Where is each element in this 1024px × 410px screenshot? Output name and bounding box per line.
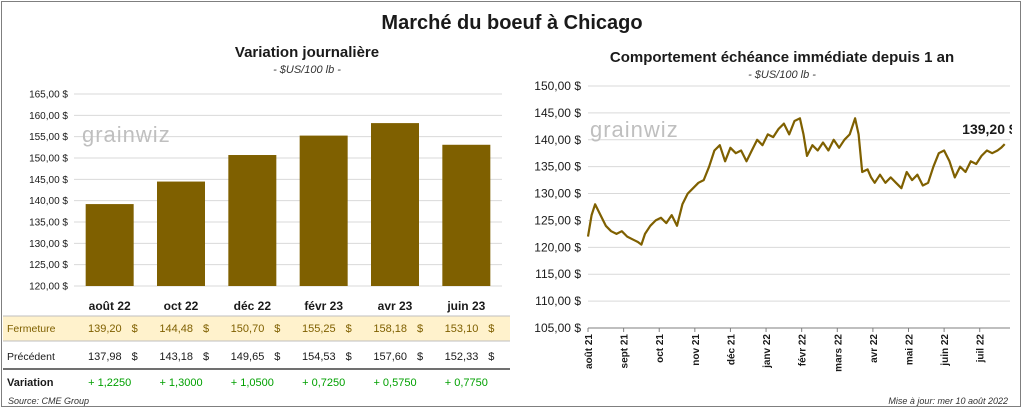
line-x-tick-label: janv 22: [762, 334, 773, 369]
variation-value: + 0,7750: [445, 377, 488, 389]
bar-y-tick-label: 125,00 $: [29, 260, 68, 271]
bar-x-tick-label: déc 22: [234, 299, 272, 313]
bar: [228, 155, 277, 286]
table-unit: $: [346, 351, 352, 363]
bar-x-tick-label: juin 23: [446, 299, 485, 313]
line-y-tick-label: 115,00 $: [535, 267, 581, 281]
bar: [157, 181, 205, 286]
bar: [299, 135, 348, 286]
line-y-tick-label: 145,00 $: [534, 106, 581, 120]
table-unit: $: [488, 351, 494, 363]
table-value: 150,70: [231, 323, 265, 335]
bar: [442, 144, 491, 286]
table-value: 153,10: [445, 323, 479, 335]
bar-chart-title: Variation journalière: [234, 44, 380, 61]
closing-row-band: [3, 316, 510, 341]
main-title: Marché du boeuf à Chicago: [381, 12, 643, 34]
line-x-tick-label: sept 21: [620, 334, 631, 369]
variation-value: + 1,3000: [159, 377, 202, 389]
bar-chart-subtitle: - $US/100 lb -: [273, 64, 341, 76]
line-y-tick-label: 110,00 $: [535, 294, 581, 308]
bar-x-tick-label: oct 22: [164, 299, 199, 313]
table-value: 149,65: [231, 351, 265, 363]
table-unit: $: [274, 351, 280, 363]
line-y-tick-label: 125,00 $: [534, 213, 581, 227]
table-unit: $: [203, 323, 209, 335]
bar-chart: 120,00 $ 125,00 $ 130,00 $ 135,00 $ 140,00 $…: [3, 90, 510, 389]
bar-y-tick-label: 135,00 $: [29, 218, 68, 229]
bar: [85, 204, 134, 286]
bar-y-tick-label: 120,00 $: [29, 282, 68, 293]
bar-x-tick-label: août 22: [89, 299, 131, 313]
bar: [371, 123, 419, 286]
watermark-logo: grainwiz: [590, 117, 679, 142]
variation-value: + 1,0500: [231, 377, 274, 389]
table-unit: $: [417, 351, 423, 363]
watermark-logo: grainwiz: [82, 122, 171, 147]
line-x-tick-label: juil 22: [976, 334, 987, 364]
table-value: 157,60: [373, 351, 407, 363]
table-value: 155,25: [302, 323, 336, 335]
line-y-tick-label: 130,00 $: [534, 187, 581, 201]
table-row-label: Précédent: [7, 351, 55, 363]
bar-x-tick-label: févr 23: [304, 299, 343, 313]
line-chart-title: Comportement échéance immédiate depuis 1…: [609, 49, 955, 66]
line-y-tick-label: 150,00 $: [534, 79, 581, 93]
table-value: 137,98: [88, 351, 122, 363]
table-value: 152,33: [445, 351, 479, 363]
bar-x-tick-label: avr 23: [378, 299, 413, 313]
line-y-tick-label: 135,00 $: [534, 160, 581, 174]
line-chart-subtitle: - $US/100 lb -: [748, 69, 816, 81]
table-unit: $: [132, 351, 138, 363]
table-unit: $: [488, 323, 494, 335]
line-x-tick-label: mars 22: [833, 334, 844, 372]
line-x-tick-label: oct 21: [655, 334, 666, 363]
source-note: Source: CME Group: [8, 396, 90, 406]
variation-value: + 0,5750: [373, 377, 416, 389]
line-x-tick-label: mai 22: [905, 334, 916, 366]
line-y-tick-label: 105,00 $: [534, 321, 581, 335]
line-x-tick-label: déc 21: [726, 334, 737, 366]
line-y-tick-label: 140,00 $: [534, 133, 581, 147]
variation-value: + 1,2250: [88, 377, 131, 389]
table-value: 144,48: [159, 323, 193, 335]
line-x-tick-label: avr 22: [869, 334, 880, 363]
line-x-tick-label: juin 22: [940, 334, 951, 367]
table-value: 139,20: [88, 323, 122, 335]
table-value: 158,18: [373, 323, 407, 335]
line-x-tick-label: août 21: [584, 334, 595, 369]
bar-y-tick-label: 145,00 $: [29, 175, 68, 186]
bar-y-tick-label: 165,00 $: [29, 90, 68, 101]
table-unit: $: [274, 323, 280, 335]
series-line: [586, 117, 1006, 246]
table-row-label: Fermeture: [7, 323, 56, 335]
table-value: 154,53: [302, 351, 336, 363]
table-unit: $: [203, 351, 209, 363]
bar-y-tick-label: 150,00 $: [29, 154, 68, 165]
line-y-tick-label: 120,00 $: [534, 240, 581, 254]
last-value-label: 139,20 $: [962, 121, 1012, 137]
table-unit: $: [417, 323, 423, 335]
table-unit: $: [346, 323, 352, 335]
table-unit: $: [132, 323, 138, 335]
bar-y-tick-label: 140,00 $: [29, 196, 68, 207]
bar-y-tick-label: 130,00 $: [29, 239, 68, 250]
bar-y-tick-label: 155,00 $: [29, 132, 68, 143]
table-value: 143,18: [159, 351, 193, 363]
update-note: Mise à jour: mer 10 août 2022: [888, 396, 1008, 406]
table-row-label: Variation: [7, 377, 54, 389]
variation-value: + 0,7250: [302, 377, 345, 389]
line-chart: 105,00 $ 110,00 $ 115,00 $ 120,00 $ 125,00 $…: [534, 79, 1012, 372]
line-x-tick-label: nov 21: [691, 334, 702, 366]
bar-y-tick-label: 160,00 $: [29, 111, 68, 122]
line-x-tick-label: févr 22: [798, 334, 809, 367]
